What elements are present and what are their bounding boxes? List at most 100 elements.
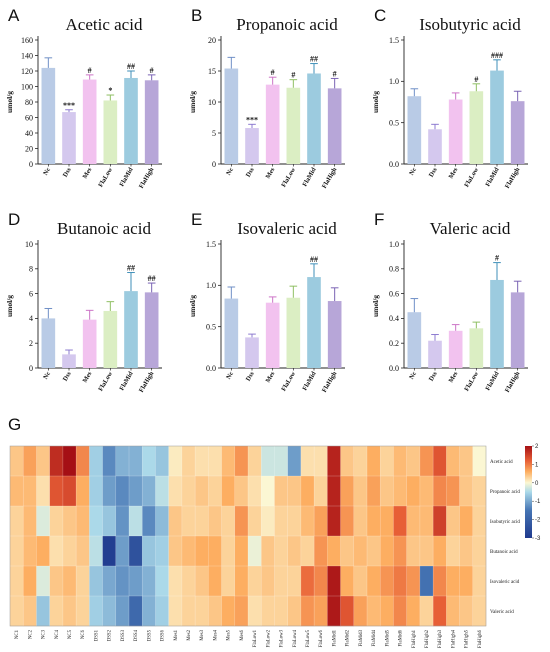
heatmap-col-label: NC3	[42, 629, 47, 639]
bar	[124, 291, 138, 368]
x-tick-label: Nc	[408, 370, 418, 380]
bar	[428, 129, 442, 164]
heatmap-cell	[287, 446, 302, 477]
heatmap-cell	[115, 536, 130, 567]
heatmap-cell	[115, 476, 130, 507]
heatmap-cell	[155, 536, 169, 567]
heatmap-cell	[102, 446, 116, 477]
heatmap-cell	[472, 596, 487, 627]
heatmap-cell	[446, 536, 460, 567]
x-tick-label: FlaLow	[97, 166, 114, 188]
heatmap-cell	[10, 596, 24, 627]
heatmap-cell	[76, 536, 90, 567]
bar	[469, 91, 484, 164]
heatmap-cell	[49, 506, 64, 537]
heatmap-cell	[181, 446, 196, 477]
heatmap-col-label: DSS6	[161, 629, 166, 641]
heatmap-cell	[459, 476, 473, 507]
significance-mark: #	[271, 68, 275, 77]
x-tick-label: FlaHigh	[138, 370, 156, 394]
bar	[82, 79, 97, 164]
heatmap-cell	[300, 566, 315, 597]
heatmap-cell	[23, 506, 37, 537]
heatmap-cell	[142, 566, 156, 597]
heatmap-cell	[10, 566, 24, 597]
heatmap-cell	[115, 566, 130, 597]
heatmap-cell	[155, 596, 169, 627]
heatmap-cell	[115, 596, 130, 627]
heatmap-cell	[248, 566, 262, 597]
heatmap-col-label: FlaMid6	[399, 629, 404, 646]
heatmap-cell	[406, 536, 421, 567]
y-tick-label: 15	[208, 67, 216, 76]
heatmap-cell	[234, 446, 249, 477]
heatmap-cell	[221, 536, 235, 567]
heatmap-col-label: Mes6	[240, 629, 245, 640]
heatmap-cell	[248, 536, 262, 567]
heatmap-col-label: FlaLow4	[293, 629, 298, 647]
heatmap-cell	[49, 596, 64, 627]
x-tick-label: Mes	[265, 370, 277, 384]
heatmap-cell	[419, 566, 434, 597]
bar-chart-e: E Isovaleric acid umol/g 0.0 0.5 1.0 1.5 Nc Dss M…	[188, 210, 345, 394]
x-tick-label: FlaMid	[118, 166, 135, 188]
heatmap-cell	[168, 566, 183, 597]
heatmap-cell	[287, 476, 302, 507]
heatmap-cell	[353, 446, 368, 477]
heatmap-cell	[248, 446, 262, 477]
heatmap-col-label: FlaHigh3	[438, 629, 443, 648]
x-tick-label: Nc	[408, 166, 418, 176]
heatmap-cell	[274, 566, 288, 597]
heatmap-cell	[115, 446, 130, 477]
bar	[510, 101, 525, 164]
x-tick-label: FlaMid	[301, 370, 318, 392]
heatmap-cell	[195, 536, 209, 567]
y-tick-label: 1.0	[389, 77, 399, 86]
chart-title: Isobutyric acid	[419, 15, 521, 34]
heatmap-cell	[340, 506, 354, 537]
heatmap-cell	[168, 446, 183, 477]
y-axis-label: umol/g	[188, 295, 197, 317]
bar	[448, 330, 463, 368]
heatmap-col-label: DSS2	[108, 629, 113, 641]
heatmap-cell	[181, 476, 196, 507]
heatmap-cell	[367, 476, 381, 507]
significance-mark: ##	[310, 55, 318, 64]
heatmap-cell	[248, 596, 262, 627]
panel-letter: A	[8, 6, 20, 25]
heatmap-cell	[419, 596, 434, 627]
heatmap-cell	[248, 476, 262, 507]
heatmap-cell	[380, 446, 394, 477]
y-tick-label: 0.6	[389, 289, 399, 298]
heatmap-cell	[23, 596, 37, 627]
heatmap-cell	[10, 476, 24, 507]
heatmap-cell	[353, 476, 368, 507]
chart-title: Valeric acid	[430, 219, 511, 238]
panel-letter: G	[8, 415, 21, 434]
y-tick-label: 0.2	[389, 339, 399, 348]
heatmap-cell	[181, 506, 196, 537]
bar	[327, 301, 342, 368]
heatmap-cell	[36, 536, 50, 567]
heatmap-cell	[234, 566, 249, 597]
heatmap-col-label: Mes1	[174, 629, 179, 640]
heatmap-cell	[353, 536, 368, 567]
significance-mark: ##	[148, 274, 156, 283]
bar	[307, 277, 321, 368]
colorbar-tick-label: 0	[535, 481, 539, 487]
y-tick-label: 10	[208, 98, 216, 107]
y-tick-label: 10	[25, 240, 33, 249]
heatmap-cell	[102, 536, 116, 567]
heatmap-col-label: Mes5	[227, 629, 232, 640]
heatmap-cell	[36, 566, 50, 597]
x-tick-label: Mes	[448, 370, 460, 384]
heatmap-cell	[89, 536, 103, 567]
heatmap-row-label: Acetic acid	[490, 460, 513, 465]
heatmap-cell	[76, 566, 90, 597]
heatmap-cell	[76, 476, 90, 507]
bar-chart-b: B Propanoic acid umol/g 0 5 10 15 20 Nc *** Dss # Me…	[188, 6, 345, 190]
heatmap-cell	[142, 476, 156, 507]
heatmap-cell	[155, 446, 169, 477]
heatmap-cell	[142, 536, 156, 567]
colorbar-tick-label: -2	[535, 518, 541, 524]
